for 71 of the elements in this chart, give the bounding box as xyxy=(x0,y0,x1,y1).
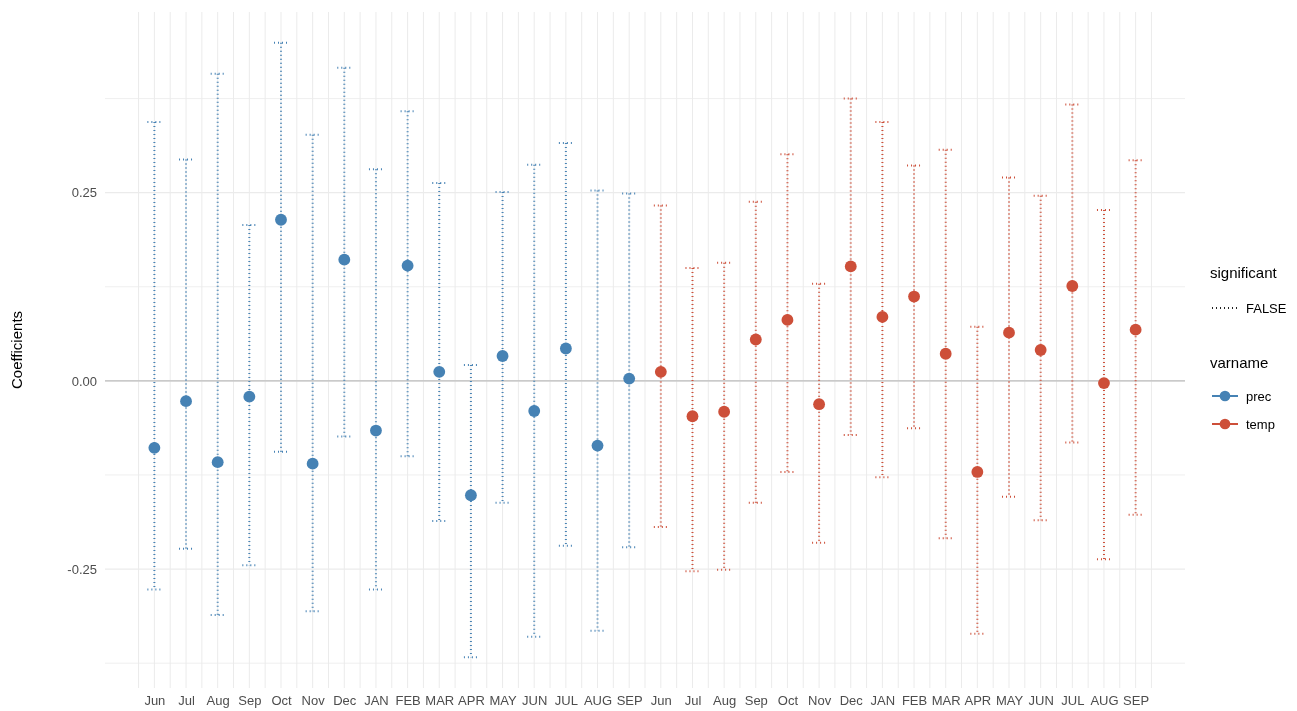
point xyxy=(908,290,920,303)
x-tick-label: Oct xyxy=(271,693,292,709)
point xyxy=(180,395,192,408)
y-tick-label: -0.25 xyxy=(67,561,97,577)
point xyxy=(718,405,731,418)
x-tick-label: AUG xyxy=(583,693,613,709)
point xyxy=(1066,280,1079,292)
point xyxy=(243,390,256,403)
point xyxy=(401,259,414,272)
x-tick-label: SEP xyxy=(616,693,643,709)
x-tick-label: Oct xyxy=(777,693,799,709)
x-tick-label: MAR xyxy=(931,693,961,709)
point xyxy=(813,398,826,411)
point xyxy=(370,424,382,437)
x-tick-label: JAN xyxy=(364,693,389,709)
x-tick-label: Jul xyxy=(178,693,195,709)
y-tick-label: 0.25 xyxy=(71,185,97,201)
point xyxy=(464,489,477,502)
x-tick-label: Dec xyxy=(839,693,864,709)
x-tick-label: SEP xyxy=(1123,693,1150,709)
x-tick-label: Jun xyxy=(650,693,672,709)
legend-label: prec xyxy=(1246,389,1272,404)
point xyxy=(306,457,319,470)
x-tick-label: FEB xyxy=(901,693,928,709)
point xyxy=(686,410,699,423)
point xyxy=(939,347,952,360)
x-tick-label: Aug xyxy=(206,693,230,709)
point xyxy=(749,333,762,346)
point xyxy=(559,342,572,355)
x-tick-label: Aug xyxy=(713,693,737,709)
x-tick-label: Sep xyxy=(744,693,768,709)
y-axis-title: Coefficients xyxy=(8,310,25,390)
legend-label: temp xyxy=(1246,417,1275,432)
x-tick-label: Nov xyxy=(808,693,832,709)
point xyxy=(211,456,224,469)
y-tick-label: 0.00 xyxy=(71,373,97,389)
point xyxy=(1098,377,1110,390)
point xyxy=(876,310,889,323)
x-tick-label: FEB xyxy=(395,693,421,709)
x-tick-label: Jul xyxy=(684,693,702,709)
point xyxy=(275,213,287,226)
text: FALSE xyxy=(1246,301,1287,316)
x-tick-label: MAR xyxy=(425,693,455,709)
x-tick-label: Sep xyxy=(238,693,262,709)
point xyxy=(433,365,446,378)
text: significant xyxy=(1210,264,1278,281)
point xyxy=(338,253,351,266)
x-tick-label: JUN xyxy=(1028,693,1054,709)
point xyxy=(1003,326,1015,339)
x-tick-label: Jun xyxy=(144,693,166,709)
x-tick-label: JAN xyxy=(870,693,896,709)
point xyxy=(1034,344,1047,356)
x-tick-label: MAY xyxy=(995,693,1024,709)
x-tick-label: AUG xyxy=(1090,693,1119,709)
point xyxy=(528,405,541,417)
x-tick-label: Dec xyxy=(333,693,357,709)
x-tick-label: JUN xyxy=(522,693,548,709)
point xyxy=(1129,323,1142,336)
x-tick-label: APR xyxy=(458,693,485,709)
point xyxy=(496,350,509,362)
x-tick-label: JUL xyxy=(554,693,578,709)
point xyxy=(148,441,161,454)
legend-title: varname xyxy=(1210,354,1269,371)
point xyxy=(971,466,984,478)
x-tick-label: MAY xyxy=(489,693,517,709)
x-tick-label: APR xyxy=(964,693,992,709)
x-tick-label: JUL xyxy=(1061,693,1085,709)
point xyxy=(623,372,636,385)
point xyxy=(781,313,794,326)
x-tick-label: Nov xyxy=(301,693,326,709)
point xyxy=(591,439,604,452)
